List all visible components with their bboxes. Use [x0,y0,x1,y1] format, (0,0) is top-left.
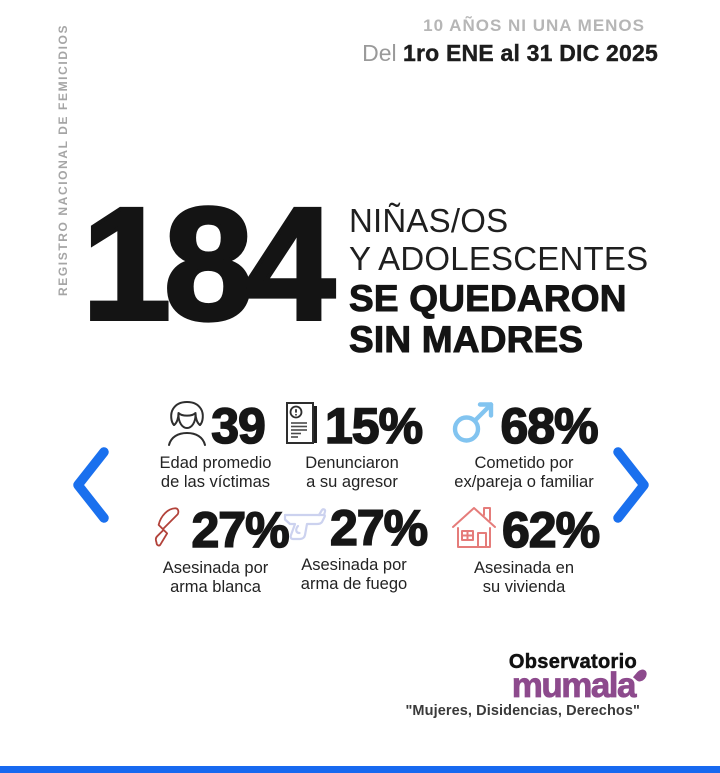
male-icon [450,401,497,451]
report-period: Del 1ro ENE al 31 DIC 2025 [362,40,658,67]
stat-caption: Denunciaron a su agresor [305,454,399,491]
woman-icon [166,400,208,452]
stat-average-age: 39 Edad promedio de las víctimas [128,398,303,492]
headline-line-3: SE QUEDARON [348,278,627,320]
house-icon [449,502,499,557]
header: 10 AÑOS NI UNA MENOS Del 1ro ENE al 31 D… [362,16,658,67]
stat-caption: Asesinada en su vivienda [474,559,574,596]
headline: NIÑAS/OS Y ADOLESCENTES SE QUEDARON SIN … [348,202,649,361]
headline-line-4: SIN MADRES [348,319,584,361]
stat-knife-weapon: 27% Asesinada por arma blanca [128,502,303,597]
report-icon [282,400,322,452]
stat-caption: Edad promedio de las víctimas [159,454,272,491]
period-dates: 1ro ENE al 31 DIC 2025 [403,40,658,66]
stat-killed-at-home: 62% Asesinada en su vivienda [424,502,624,597]
stat-value: 15% [324,398,424,454]
stat-committed-by-partner: 68% Cometido por ex/pareja o familiar [424,398,624,492]
gun-icon [281,503,327,554]
stat-reported-aggressor: 15% Denunciaron a su agresor [268,398,436,492]
logo-tagline: "Mujeres, Disidencias, Derechos" [405,703,640,719]
stat-value: 27% [329,500,429,556]
total-count: 184 [80,174,337,353]
stat-firearm: 27% Asesinada por arma de fuego [268,500,440,594]
observatory-label: Observatorio [508,651,637,674]
stat-caption: Asesinada por arma blanca [162,559,269,596]
stat-caption: Asesinada por arma de fuego [300,556,408,593]
headline-line-1: NIÑAS/OS [349,202,509,239]
bottom-accent-bar [0,766,720,773]
headline-line-2: Y ADOLESCENTES [349,240,649,277]
chevron-left-icon [70,447,112,530]
stat-value: 39 [210,398,266,454]
stat-value: 62% [501,501,601,558]
stat-caption: Cometido por ex/pareja o familiar [454,454,594,491]
knife-icon [142,502,188,557]
period-prefix: Del [362,40,397,66]
registry-vertical-label: REGISTRO NACIONAL DE FEMICIDIOS [56,23,70,296]
logo-accent-icon [632,667,650,684]
carousel-next-button[interactable] [610,444,652,526]
campaign-title: 10 AÑOS NI UNA MENOS [423,16,645,35]
carousel-prev-button[interactable] [70,444,112,526]
mumala-logo: mumala [511,666,650,706]
stat-value: 27% [191,501,291,558]
stat-value: 68% [500,398,600,454]
chevron-right-icon [610,447,652,530]
